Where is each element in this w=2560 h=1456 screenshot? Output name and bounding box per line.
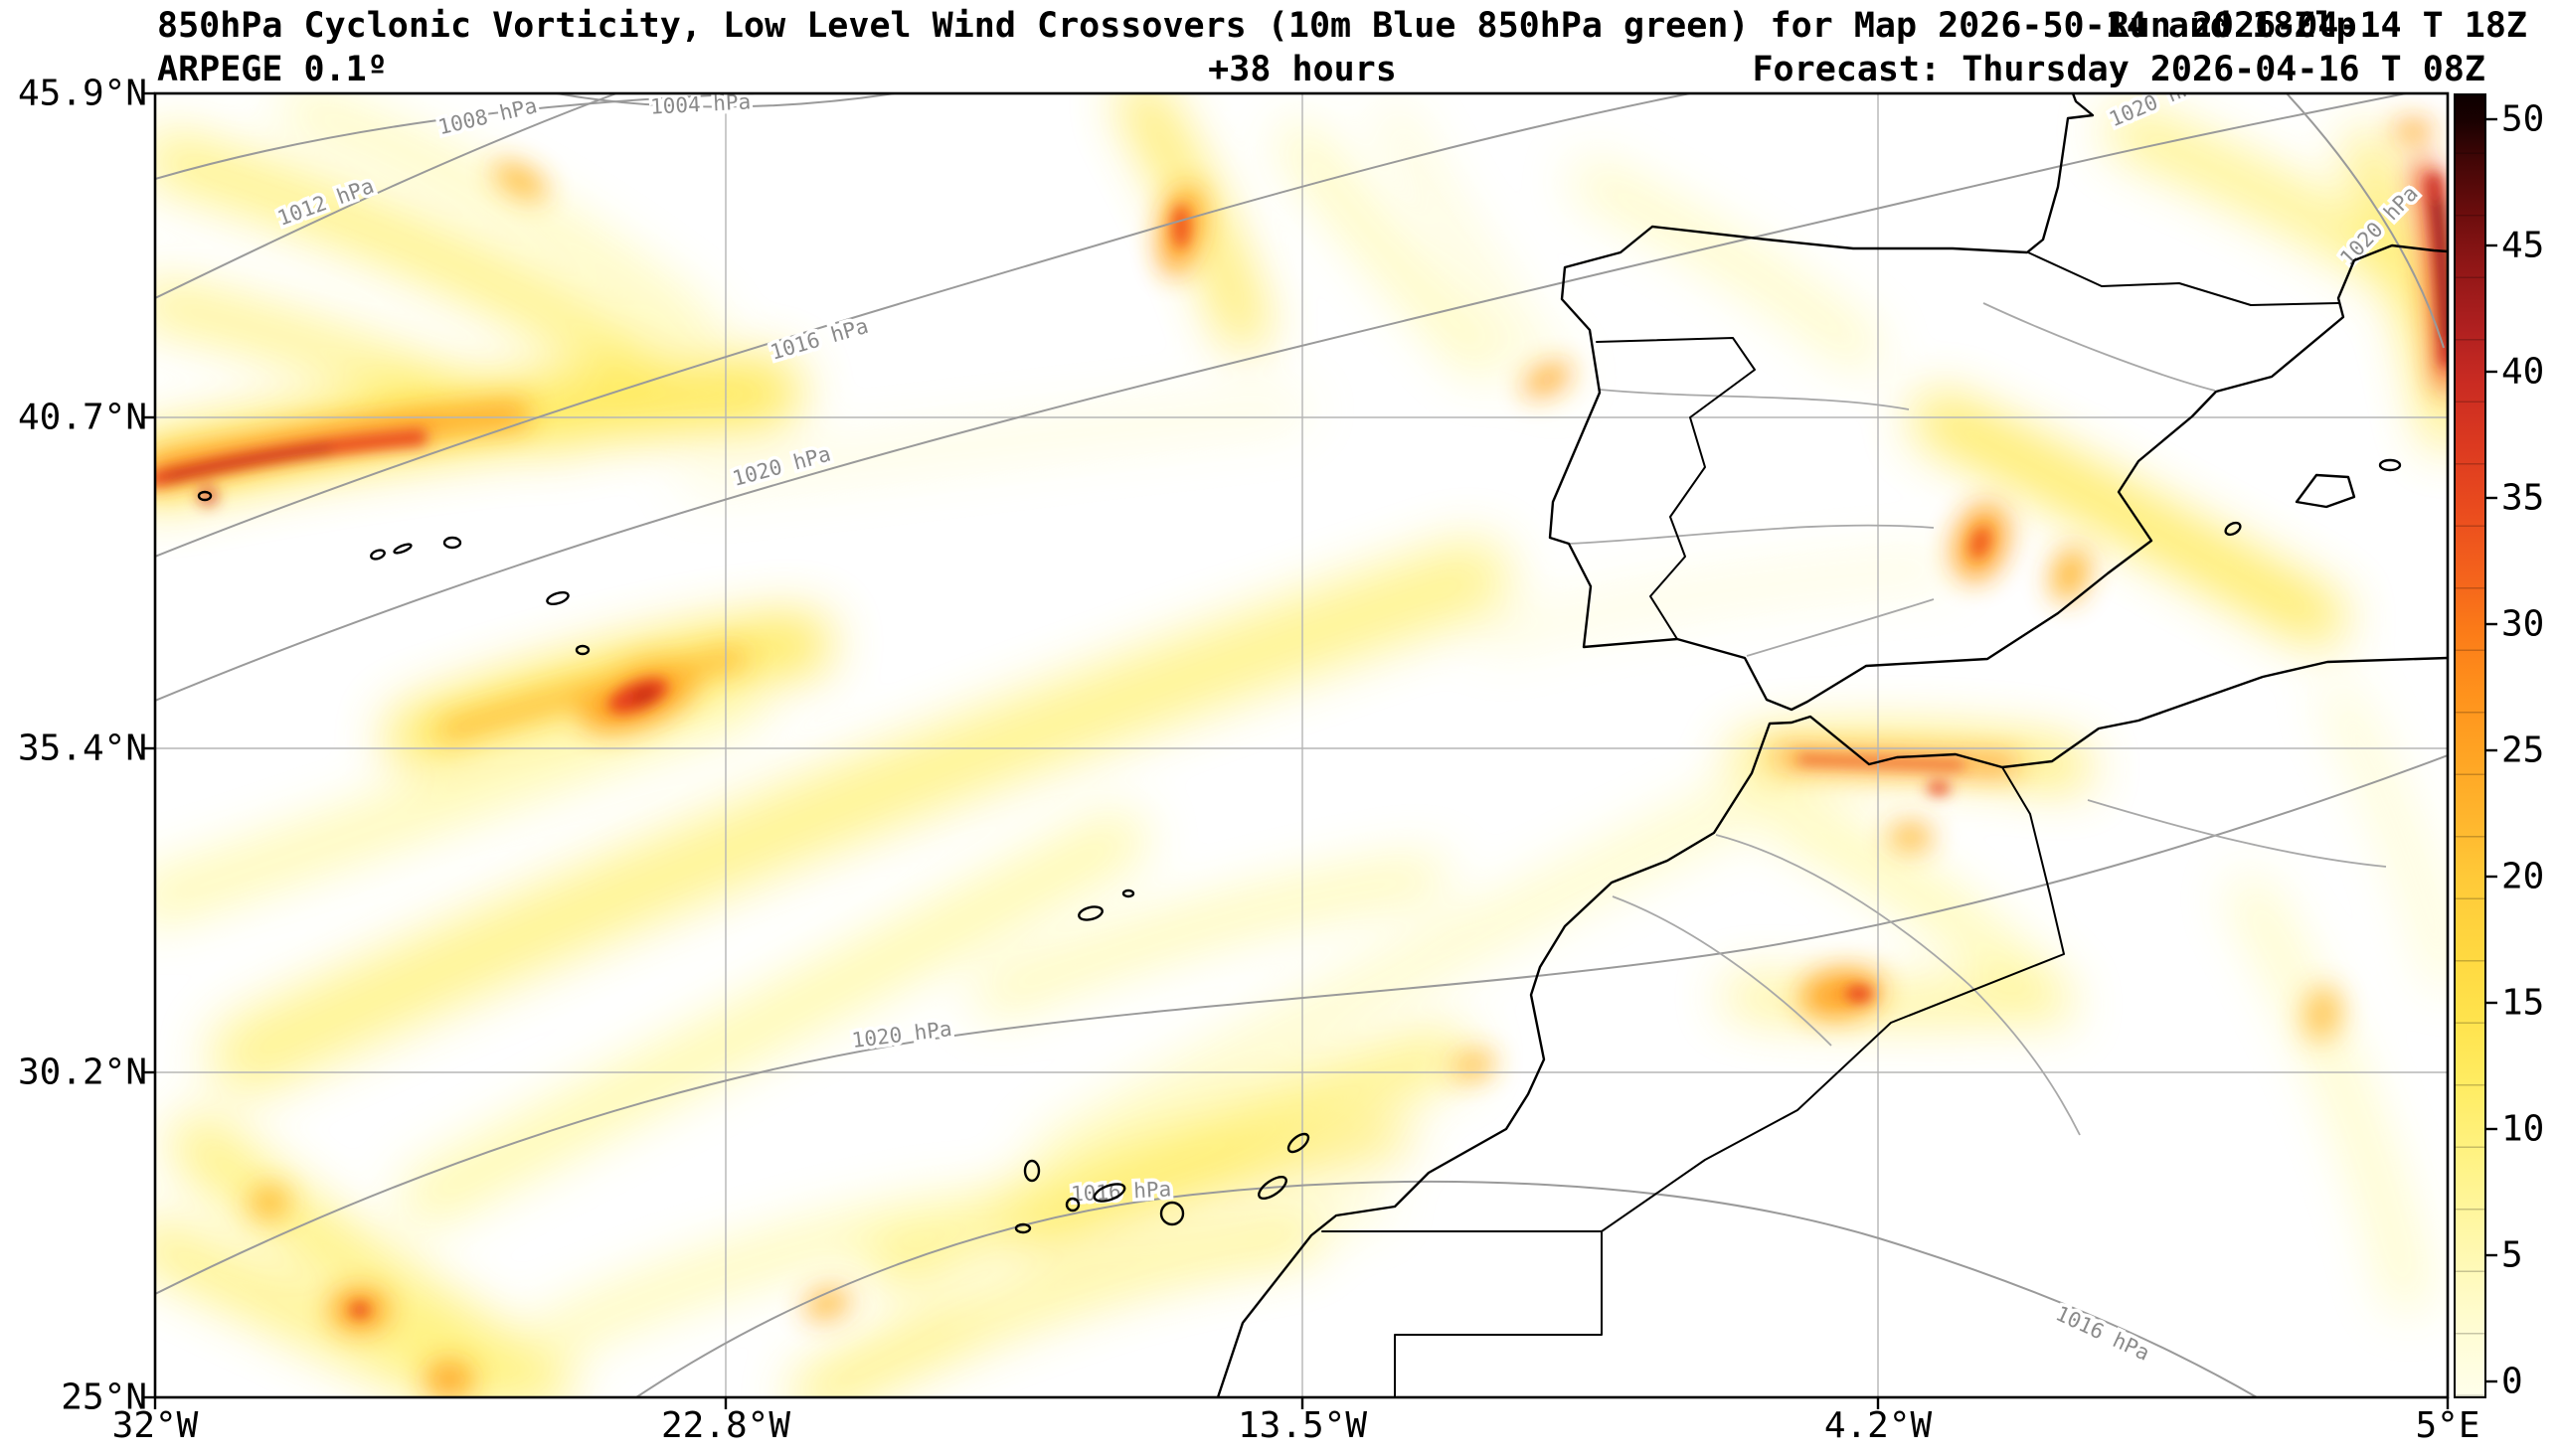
madeira-island (1078, 905, 1104, 921)
colorbar (2454, 93, 2486, 1398)
y-tick-label: 40.7°N (17, 397, 147, 438)
colorbar-tick-label: 20 (2501, 856, 2545, 897)
azores-island (546, 590, 570, 606)
x-tick-label: 22.8°W (660, 1405, 791, 1446)
colorbar-tick-label: 25 (2501, 729, 2545, 771)
spain-france-border (2027, 251, 2339, 306)
colorbar-tick-label: 10 (2501, 1108, 2545, 1150)
isobar-contours (155, 93, 2448, 1397)
canary-island (1258, 1175, 1287, 1201)
x-tick-label: 5°E (2415, 1405, 2480, 1446)
morocco-algeria-border (1601, 766, 2065, 1232)
iberia-coast (1548, 93, 2448, 712)
africa-coast (1216, 656, 2448, 1397)
isobar-label: 1020 hPa (850, 1017, 952, 1052)
plot-border (153, 91, 2450, 1399)
canary-island (1023, 1159, 1041, 1183)
isobar-label: 1008 hPa (435, 93, 539, 139)
secondary-geo-lines (1568, 302, 2387, 1136)
portugal-spain-border (1596, 337, 1756, 640)
colorbar-tick-label: 45 (2501, 225, 2545, 266)
colorbar-tick-label: 40 (2501, 351, 2545, 393)
y-tick-label: 35.4°N (17, 728, 147, 769)
forecast-valid-label: Forecast: Thursday 2026-04-16 T 08Z (1752, 50, 2485, 89)
colorbar-tick-label: 5 (2501, 1234, 2523, 1276)
model-label: ARPEGE 0.1º (157, 50, 388, 89)
lead-time-label: +38 hours (1208, 50, 1397, 89)
x-tick-label: 4.2°W (1823, 1405, 1933, 1446)
isobar-label: 1016 hPa (2052, 1301, 2153, 1366)
azores-island (197, 490, 213, 502)
gridlines (155, 93, 2448, 1397)
canary-island (1065, 1197, 1081, 1213)
colorbar-tick-label: 30 (2501, 603, 2545, 645)
porto-santo-island (1121, 889, 1135, 898)
azores-island (442, 536, 462, 550)
colorbar-tick-label: 50 (2501, 98, 2545, 140)
mallorca-island (2295, 473, 2356, 509)
chart-title: 850hPa Cyclonic Vorticity, Low Level Win… (157, 6, 2357, 46)
x-tick-label: 13.5°W (1237, 1405, 1368, 1446)
azores-island (370, 549, 386, 561)
axis-tick-marks (143, 91, 2497, 1409)
isobar-label: 1016 hPa (1070, 1177, 1171, 1206)
y-tick-label: 25°N (61, 1376, 147, 1418)
run-timestamp: Run 2026-04-14 T 18Z (2108, 6, 2527, 46)
canary-island (1014, 1222, 1032, 1234)
azores-island (393, 543, 413, 555)
vorticity-field (155, 93, 2448, 1397)
colorbar-tick-label: 35 (2501, 477, 2545, 519)
western-sahara-borders (1321, 1230, 1603, 1397)
colorbar-tick-label: 15 (2501, 982, 2545, 1024)
y-tick-label: 45.9°N (17, 73, 147, 114)
coastlines (197, 93, 2448, 1397)
azores-island (575, 644, 591, 656)
x-tick-label: 32°W (111, 1405, 199, 1446)
canary-island (1093, 1183, 1126, 1203)
ibiza-island (2224, 521, 2242, 537)
canary-island (1286, 1132, 1310, 1154)
isobar-label: 1016 hPa (768, 314, 871, 365)
canary-island (1159, 1201, 1185, 1226)
menorca-island (2378, 458, 2402, 472)
colorbar-tick-label: 0 (2501, 1361, 2523, 1402)
y-tick-label: 30.2°N (17, 1052, 147, 1093)
